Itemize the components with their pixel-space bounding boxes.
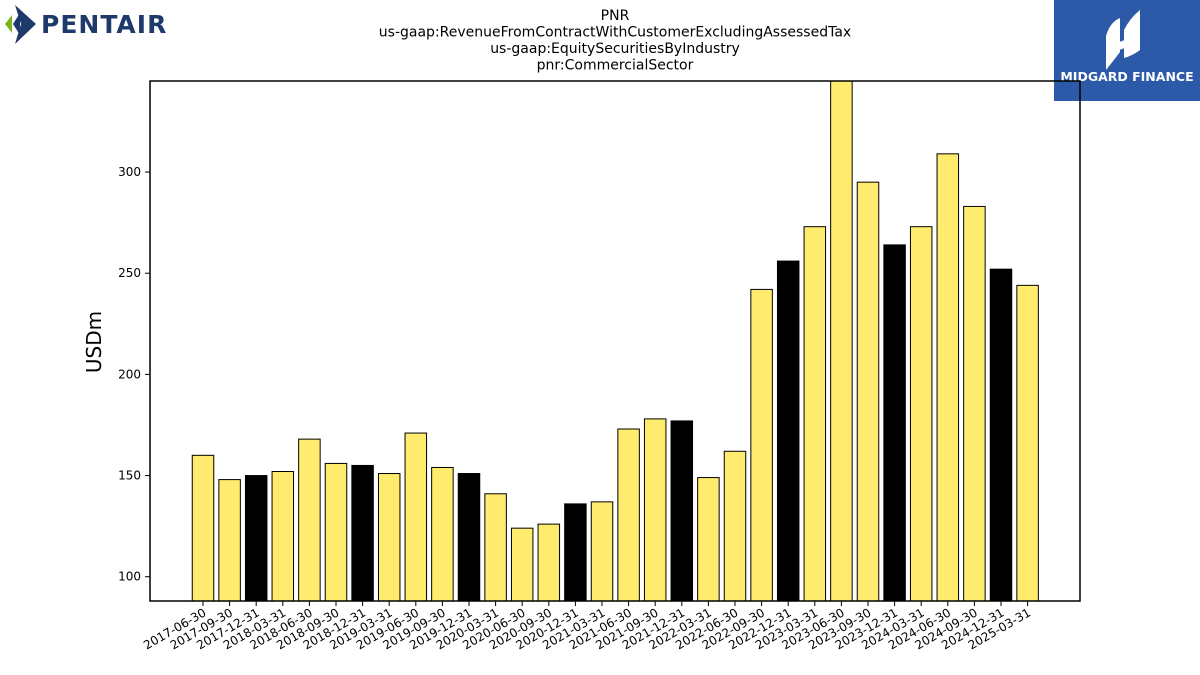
bar	[856, 181, 880, 602]
y-tick-label: 100	[118, 570, 141, 584]
bar	[484, 493, 507, 602]
bar	[723, 450, 747, 602]
bar	[351, 464, 374, 602]
bar	[1016, 284, 1039, 602]
partner-logo-text: MIDGARD FINANCE	[1060, 69, 1193, 84]
company-logo: PENTAIR	[5, 5, 167, 44]
bar	[830, 80, 853, 602]
bar	[989, 268, 1013, 602]
y-tick-label: 250	[118, 266, 141, 280]
bar	[697, 477, 720, 602]
bar	[617, 428, 640, 602]
bar	[218, 479, 241, 602]
y-tick-label: 150	[118, 469, 141, 483]
bar	[909, 226, 933, 602]
y-axis-label: USDm	[82, 311, 106, 373]
bar	[404, 432, 428, 602]
bar	[883, 244, 906, 602]
chart-title-line: pnr:CommercialSector	[537, 58, 694, 74]
bar	[431, 466, 454, 602]
bar	[643, 418, 667, 602]
bar	[803, 226, 827, 602]
bar	[271, 471, 295, 602]
chart-title-line: PNR	[601, 8, 630, 24]
midgard-emblem-icon	[1106, 10, 1140, 70]
chart-title: PNRus-gaap:RevenueFromContractWithCustom…	[379, 8, 851, 74]
bar	[537, 523, 561, 602]
bar	[298, 438, 321, 602]
y-tick-label: 200	[118, 367, 141, 381]
bar	[750, 288, 773, 602]
bar	[324, 462, 348, 602]
pentair-emblem-icon	[5, 5, 36, 44]
partner-logo: MIDGARD FINANCE	[1054, 0, 1200, 101]
bar	[191, 454, 215, 602]
x-axis: 2017-06-302017-09-302017-12-312018-03-31…	[141, 601, 1033, 652]
bar	[776, 260, 800, 602]
company-logo-text: PENTAIR	[41, 10, 167, 39]
bar	[510, 527, 534, 602]
chart-title-line: us-gaap:RevenueFromContractWithCustomerE…	[379, 25, 851, 41]
bar	[244, 475, 268, 602]
chart-title-line: us-gaap:EquitySecuritiesByIndustry	[490, 41, 740, 57]
y-tick-label: 300	[118, 165, 141, 179]
bar	[936, 153, 960, 602]
bar	[963, 205, 986, 602]
bar	[377, 473, 401, 602]
y-axis: 100 150 200 250 300	[118, 165, 150, 584]
bar	[590, 501, 614, 602]
bar	[670, 420, 694, 602]
bar	[564, 503, 587, 602]
plot-frame	[149, 80, 1081, 602]
bars	[191, 80, 1039, 602]
bar	[457, 473, 481, 602]
